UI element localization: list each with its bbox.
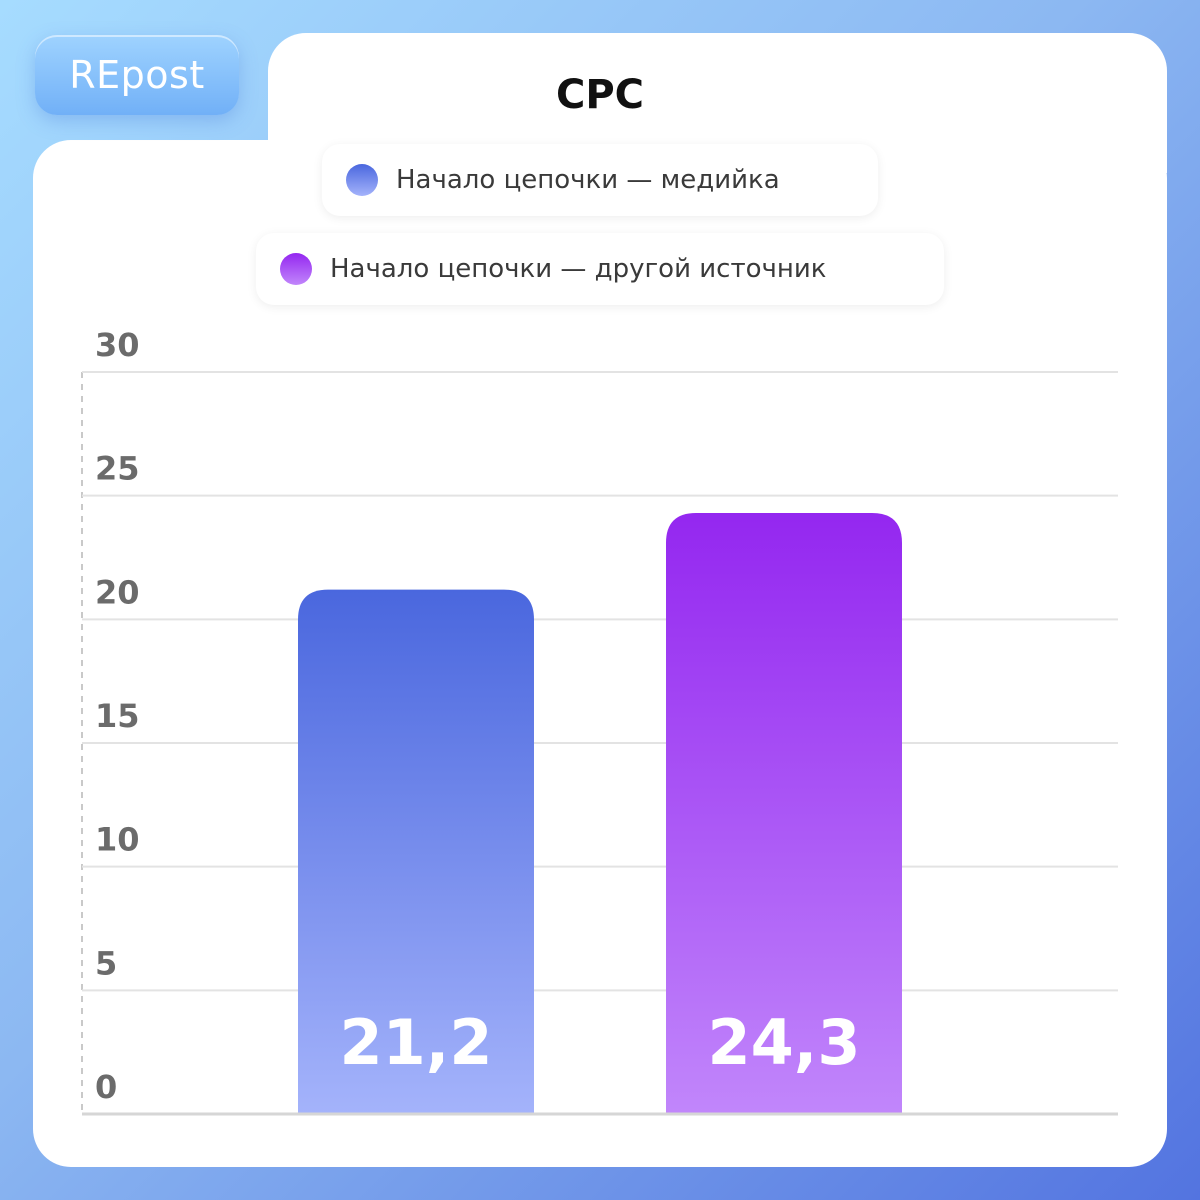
repost-logo: REpost (35, 35, 239, 115)
chart-title: CPC (555, 72, 645, 118)
y-tick-label: 0 (95, 1068, 117, 1106)
chart-card (33, 140, 1167, 1167)
legend-label-other-source: Начало цепочки — другой источник (330, 254, 827, 284)
bar-value-label: 21,2 (340, 1006, 493, 1079)
legend-label-media: Начало цепочки — медийка (396, 165, 780, 195)
legend-dot-purple-icon (280, 253, 312, 285)
legend-item-media[interactable]: Начало цепочки — медийка (322, 144, 878, 216)
y-tick-label: 10 (95, 821, 140, 859)
bar-value-label: 24,3 (708, 1006, 861, 1079)
y-tick-label: 5 (95, 944, 117, 982)
y-tick-label: 15 (95, 697, 140, 735)
y-tick-label: 30 (95, 326, 140, 364)
bar-2 (666, 512, 902, 1114)
y-tick-label: 20 (95, 573, 140, 611)
y-tick-label: 25 (95, 450, 140, 488)
legend-item-other-source[interactable]: Начало цепочки — другой источник (256, 233, 944, 305)
bar-1 (298, 589, 534, 1114)
legend-dot-blue-icon (346, 164, 378, 196)
